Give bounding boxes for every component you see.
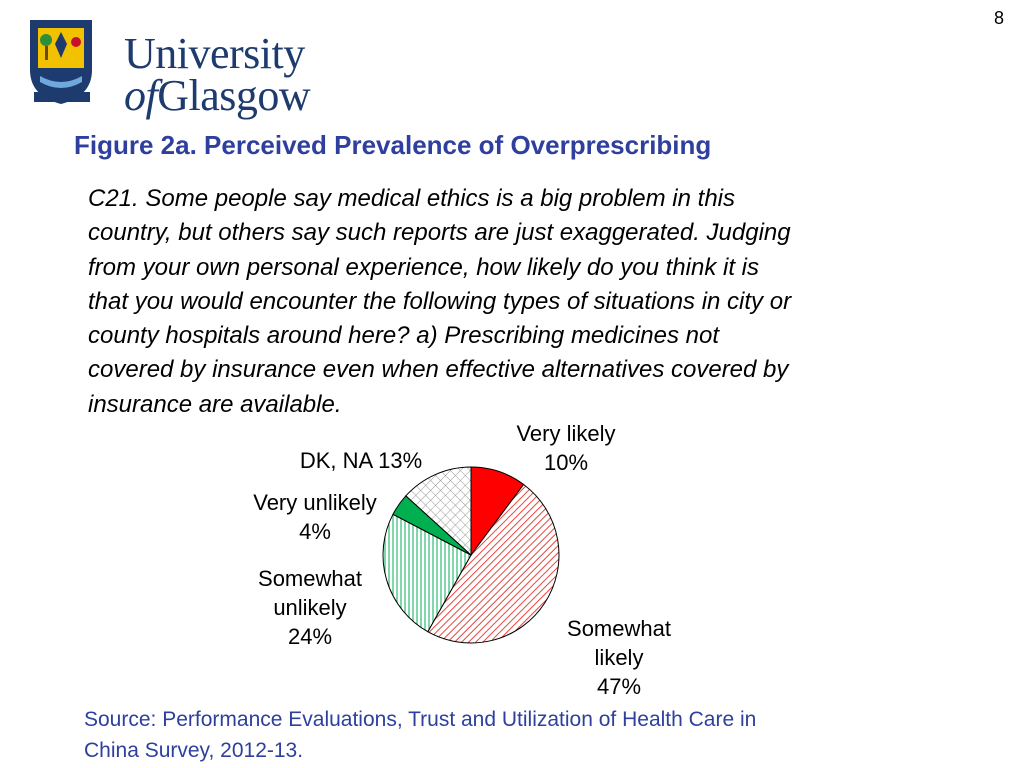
pie-slice-somewhat-likely: [427, 483, 560, 644]
pie-label-dk-na: DK, NA 13%: [300, 448, 422, 473]
pie-slices: [382, 466, 560, 644]
logo-glasgow: Glasgow: [157, 71, 311, 120]
survey-question: C21. Some people say medical ethics is a…: [88, 185, 792, 418]
pie-label-somewhat-unlikely: Somewhat unlikely 24%: [258, 566, 362, 649]
source-note: Source: Performance Evaluations, Trust a…: [84, 708, 757, 762]
pie-slice-dk-na: [405, 466, 472, 557]
pie-labels: Very likely 10% Somewhat likely 47% Somewhat u…: [253, 421, 671, 699]
page-number: 8: [993, 8, 1004, 28]
crest-icon: [30, 20, 92, 104]
figure-title: Figure 2a. Perceived Prevalence of Overp…: [74, 130, 712, 160]
pie-label-somewhat-likely: Somewhat likely 47%: [567, 616, 671, 699]
university-logo: University ofGlasgow: [26, 18, 311, 118]
pie-label-very-likely: Very likely 10%: [516, 421, 615, 475]
logo-wordmark-line2: ofGlasgow: [124, 71, 311, 120]
logo-wordmark-line1: University: [124, 29, 305, 78]
pie-label-very-unlikely: Very unlikely 4%: [253, 490, 377, 544]
logo-of: of: [124, 71, 158, 120]
